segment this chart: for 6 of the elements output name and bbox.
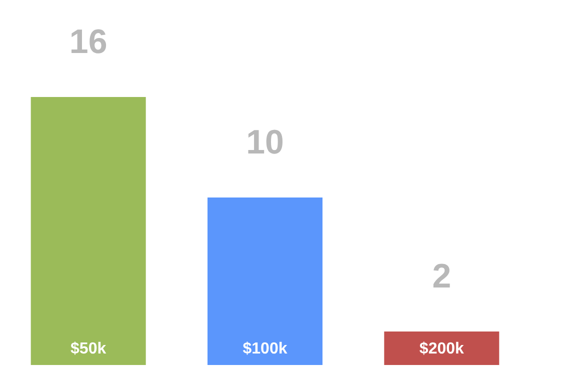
data-label: 10 — [246, 124, 284, 162]
x-tick-label: $200k — [419, 340, 464, 358]
x-tick-label: $50k — [70, 340, 106, 358]
x-tick-label: $100k — [242, 340, 288, 358]
data-label: 16 — [69, 23, 108, 61]
data-label: 2 — [432, 258, 452, 296]
